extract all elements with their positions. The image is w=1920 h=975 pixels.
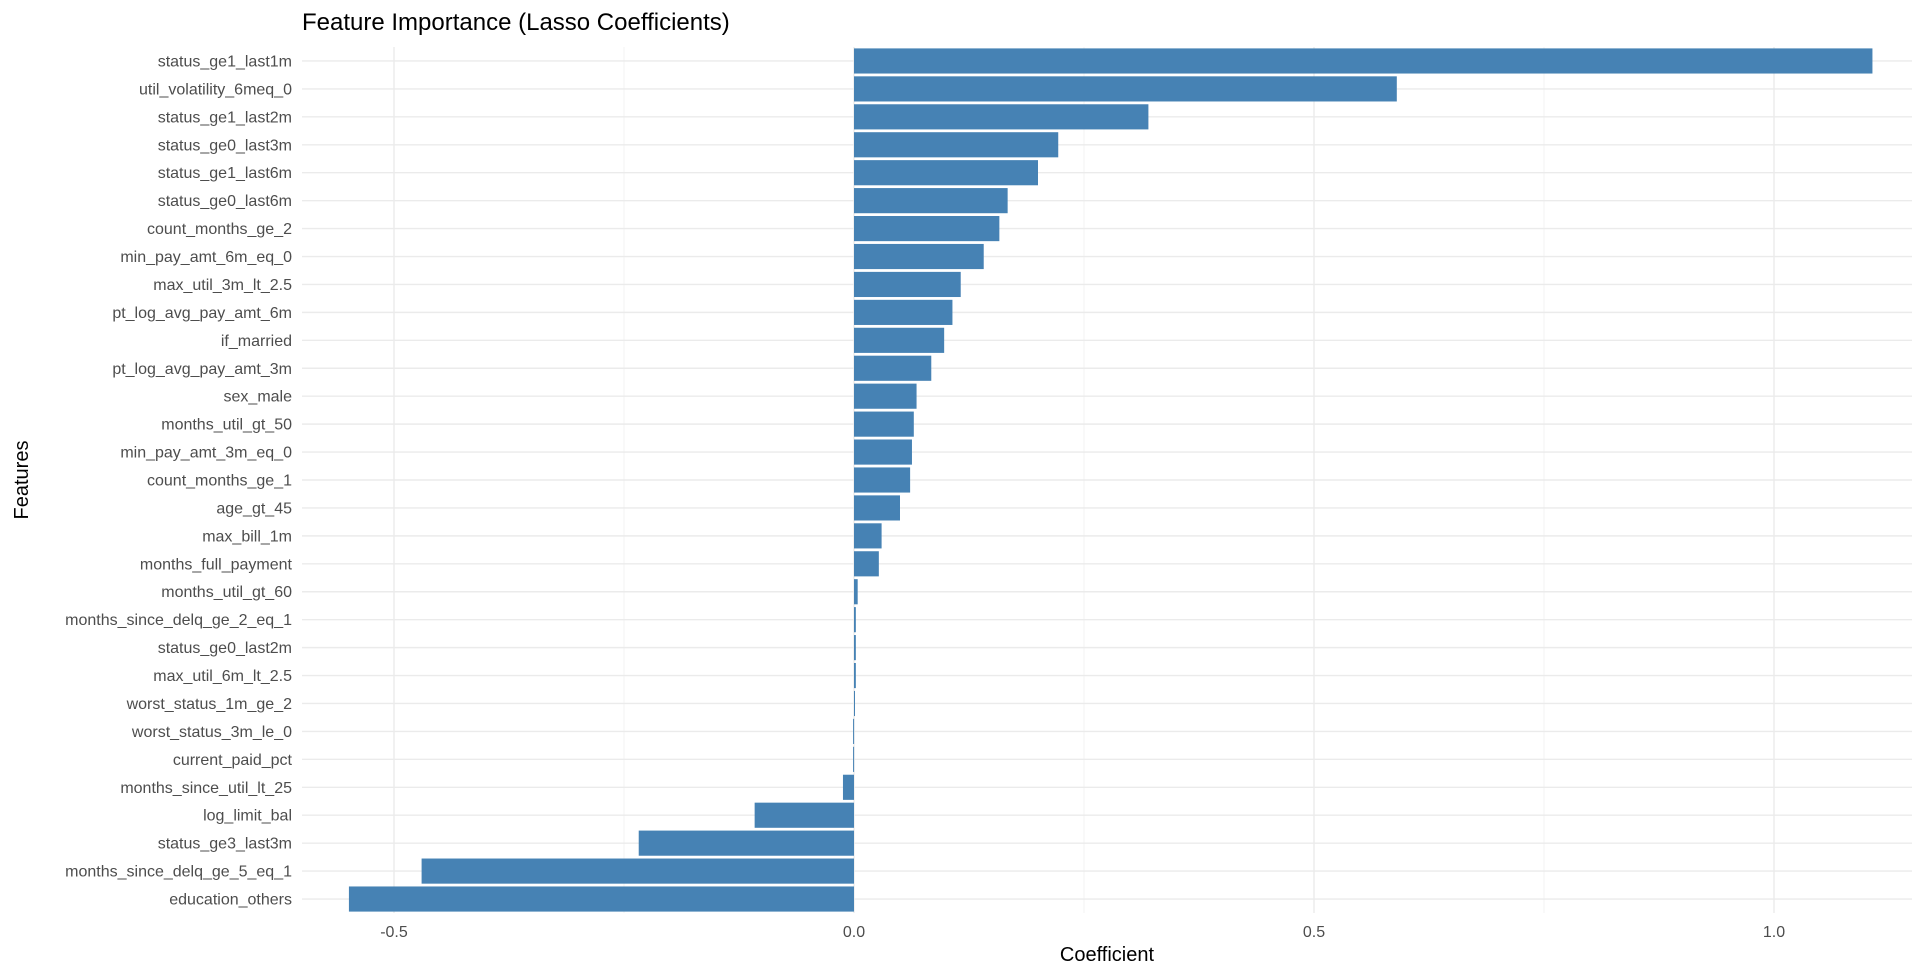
bars	[348, 48, 1873, 912]
bar-pt-log-avg-pay-amt-3m	[854, 355, 932, 381]
bar-max-util-3m-lt-2-5	[854, 271, 961, 298]
y-tick-label: months_full_payment	[140, 556, 293, 573]
y-tick-label: status_ge3_last3m	[158, 836, 292, 853]
y-axis-title: Features	[11, 441, 33, 520]
y-tick-label: max_util_3m_lt_2.5	[153, 277, 292, 294]
bar-months-since-util-lt-25	[842, 774, 854, 800]
bar-min-pay-amt-3m-eq-0	[854, 439, 912, 465]
bar-if-married	[854, 327, 945, 353]
bar-log-limit-bal	[754, 802, 854, 828]
y-tick-label: worst_status_3m_le_0	[131, 724, 292, 741]
x-tick-labels: -0.5 0.0 0.5 1.0	[380, 924, 1785, 941]
bar-education-others	[348, 886, 854, 912]
bar-util-volatility-6meq-0	[854, 76, 1397, 102]
y-tick-label: status_ge0_last2m	[158, 640, 292, 657]
y-tick-label: min_pay_amt_6m_eq_0	[120, 249, 292, 266]
y-tick-label: status_ge1_last2m	[158, 109, 292, 126]
y-tick-label: months_util_gt_50	[161, 417, 292, 434]
y-tick-label: count_months_ge_2	[147, 221, 292, 238]
y-tick-label: sex_male	[224, 389, 293, 406]
y-tick-label: status_ge0_last3m	[158, 137, 292, 154]
bar-status-ge3-last3m	[638, 830, 854, 856]
bar-months-since-delq-ge-2-eq-1	[854, 607, 856, 633]
bar-months-util-gt-60	[854, 579, 858, 605]
y-tick-labels: status_ge1_last1m util_volatility_6meq_0s…	[65, 53, 292, 908]
y-tick-label: if_married	[221, 333, 292, 350]
y-tick-label: current_paid_pct	[173, 752, 293, 769]
bar-months-util-gt-50	[854, 411, 914, 437]
y-tick-label: worst_status_1m_ge_2	[126, 696, 293, 713]
y-tick-label: months_since_util_lt_25	[120, 780, 292, 797]
bar-age-gt-45	[854, 495, 900, 521]
bar-min-pay-amt-6m-eq-0	[854, 243, 984, 270]
bar-worst-status-1m-ge-2	[854, 690, 855, 717]
y-tick-label: education_others	[169, 892, 292, 909]
x-tick-label: -0.5	[380, 924, 408, 941]
x-tick-label: 1.0	[1763, 924, 1785, 941]
bar-status-ge0-last3m	[854, 132, 1059, 158]
y-tick-label: months_since_delq_ge_5_eq_1	[65, 864, 292, 881]
y-tick-label: log_limit_bal	[203, 808, 292, 825]
y-tick-label: months_util_gt_60	[161, 584, 292, 601]
bar-current-paid-pct	[853, 746, 855, 772]
bar-count-months-ge-2	[854, 216, 1000, 242]
y-tick-label: min_pay_amt_3m_eq_0	[120, 445, 292, 462]
y-tick-label: status_ge0_last6m	[158, 193, 292, 210]
y-tick-label: age_gt_45	[216, 500, 292, 517]
y-tick-label: max_bill_1m	[202, 528, 292, 545]
grid	[302, 47, 1912, 913]
x-tick-label: 0.0	[843, 924, 865, 941]
y-tick-label: months_since_delq_ge_2_eq_1	[65, 612, 292, 629]
y-tick-label: status_ge1_last6m	[158, 165, 292, 182]
bar-status-ge1-last6m	[854, 160, 1038, 186]
x-tick-label: 0.5	[1303, 924, 1325, 941]
bar-pt-log-avg-pay-amt-6m	[854, 299, 953, 325]
bar-max-util-6m-lt-2-5	[854, 662, 856, 689]
bar-status-ge1-last2m	[854, 104, 1149, 130]
y-tick-label: status_ge1_last1m	[158, 53, 292, 70]
bar-status-ge0-last2m	[854, 635, 856, 661]
bar-worst-status-3m-le-0	[853, 718, 855, 744]
y-tick-label: pt_log_avg_pay_amt_6m	[112, 305, 292, 322]
bar-months-since-delq-ge-5-eq-1	[421, 858, 854, 884]
bar-status-ge1-last1m	[854, 48, 1873, 74]
bar-sex-male	[854, 383, 917, 409]
y-tick-label: max_util_6m_lt_2.5	[153, 668, 292, 685]
bar-max-bill-1m	[854, 523, 882, 549]
bar-status-ge0-last6m	[854, 188, 1008, 214]
bar-months-full-payment	[854, 551, 879, 577]
chart-title: Feature Importance (Lasso Coefficients)	[302, 9, 730, 36]
bar-count-months-ge-1	[854, 467, 911, 493]
x-axis-title: Coefficient	[1060, 944, 1155, 966]
y-tick-label: pt_log_avg_pay_amt_3m	[112, 361, 292, 378]
y-tick-label: util_volatility_6meq_0	[139, 81, 292, 98]
y-tick-label: count_months_ge_1	[147, 473, 292, 490]
